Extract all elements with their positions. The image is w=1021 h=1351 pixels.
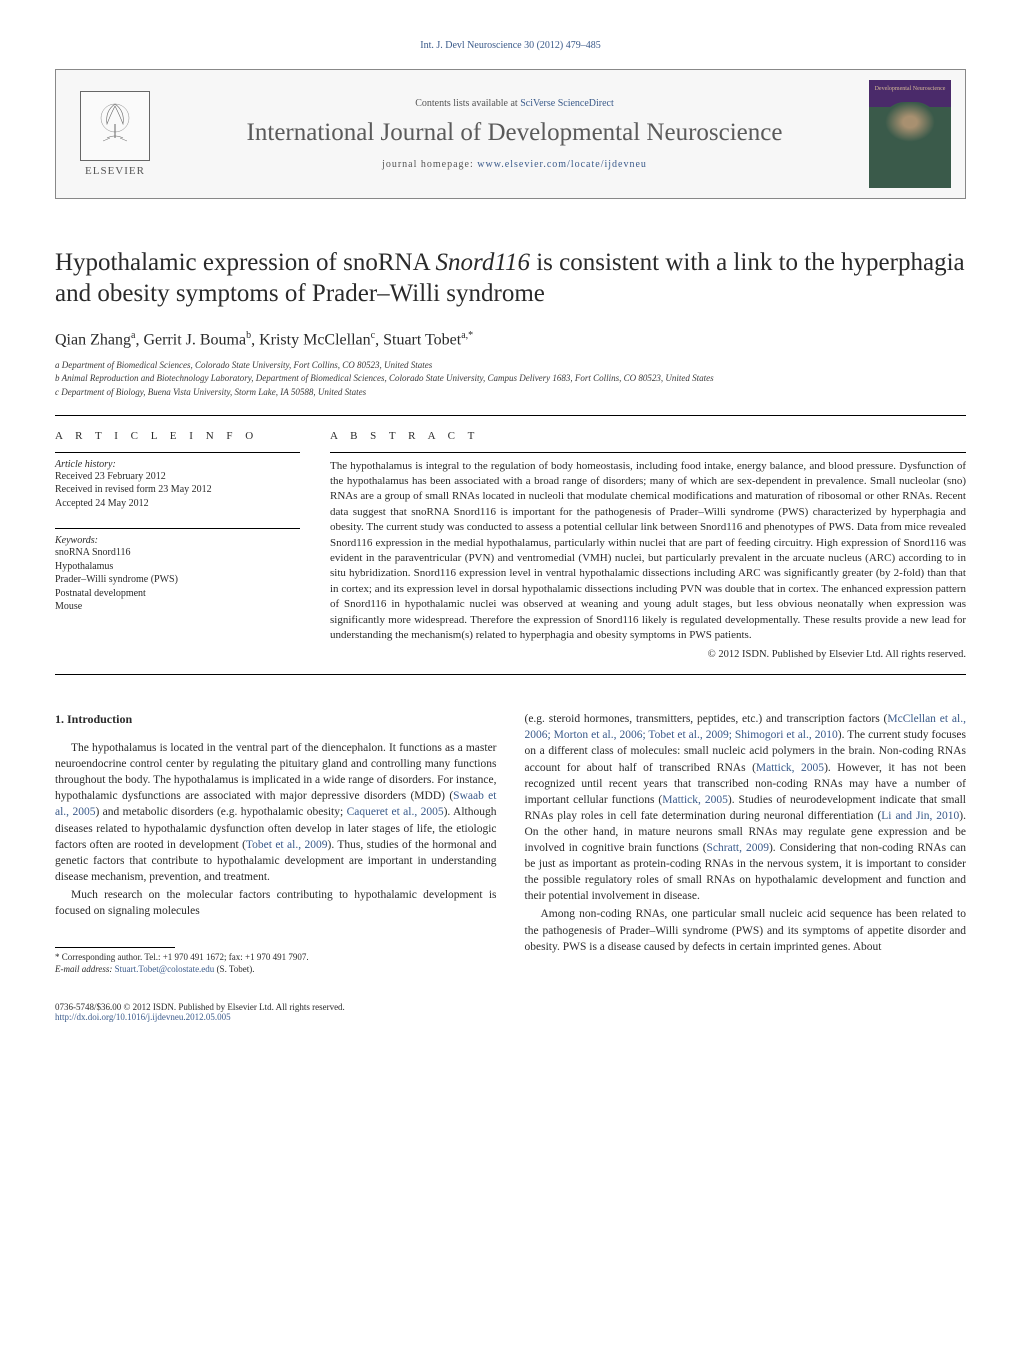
sciencedirect-link[interactable]: SciVerse ScienceDirect <box>520 98 614 109</box>
corresponding-email-line: E-mail address: Stuart.Tobet@colostate.e… <box>55 964 497 976</box>
journal-header-box: ELSEVIER Contents lists available at Sci… <box>55 69 966 199</box>
cover-title-text: Developmental Neuroscience <box>875 86 946 92</box>
affiliation-a: a Department of Biomedical Sciences, Col… <box>55 359 966 372</box>
journal-homepage-link[interactable]: www.elsevier.com/locate/ijdevneu <box>477 159 647 170</box>
footnote-divider <box>55 947 175 948</box>
journal-name: International Journal of Developmental N… <box>170 119 859 147</box>
author-4-affil: a,* <box>461 330 473 341</box>
cite-caqueret-2005[interactable]: Caqueret et al., 2005 <box>347 806 444 818</box>
intro-paragraph-1: The hypothalamus is located in the ventr… <box>55 740 497 885</box>
cite-li-jin-2010[interactable]: Li and Jin, 2010 <box>881 810 959 822</box>
received-date: Received 23 February 2012 <box>55 470 300 484</box>
article-history-label: Article history: <box>55 459 300 470</box>
abstract-copyright: © 2012 ISDN. Published by Elsevier Ltd. … <box>330 649 966 660</box>
cite-mattick-2005b[interactable]: Mattick, 2005 <box>662 794 728 806</box>
author-1: Qian Zhang <box>55 331 131 348</box>
author-3: Kristy McClellan <box>259 331 371 348</box>
divider-top <box>55 415 966 416</box>
keyword-3: Prader–Willi syndrome (PWS) <box>55 573 300 587</box>
article-info-heading: A R T I C L E I N F O <box>55 430 300 442</box>
info-subdivider-2 <box>55 528 300 529</box>
intro-paragraph-2: Much research on the molecular factors c… <box>55 887 497 919</box>
affiliations-block: a Department of Biomedical Sciences, Col… <box>55 359 966 399</box>
info-abstract-row: A R T I C L E I N F O Article history: R… <box>55 430 966 661</box>
corresponding-email-link[interactable]: Stuart.Tobet@colostate.edu <box>115 964 215 974</box>
journal-cover-thumbnail: Developmental Neuroscience <box>869 80 951 188</box>
header-citation: Int. J. Devl Neuroscience 30 (2012) 479–… <box>55 40 966 51</box>
homepage-prefix: journal homepage: <box>382 159 477 170</box>
journal-homepage-line: journal homepage: www.elsevier.com/locat… <box>170 159 859 170</box>
introduction-heading: 1. Introduction <box>55 711 497 728</box>
page-footer: 0736-5748/$36.00 © 2012 ISDN. Published … <box>55 1002 966 1022</box>
abstract-heading: A B S T R A C T <box>330 430 966 442</box>
corresponding-tel-fax: * Corresponding author. Tel.: +1 970 491… <box>55 952 497 964</box>
doi-link[interactable]: http://dx.doi.org/10.1016/j.ijdevneu.201… <box>55 1012 231 1022</box>
keyword-4: Postnatal development <box>55 587 300 601</box>
intro-paragraph-3: (e.g. steroid hormones, transmitters, pe… <box>525 711 967 904</box>
authors-line: Qian Zhanga, Gerrit J. Boumab, Kristy Mc… <box>55 330 966 349</box>
abstract-subdivider <box>330 452 966 453</box>
affiliation-c: c Department of Biology, Buena Vista Uni… <box>55 386 966 399</box>
divider-bottom <box>55 674 966 675</box>
contents-available-line: Contents lists available at SciVerse Sci… <box>170 98 859 109</box>
footer-left: 0736-5748/$36.00 © 2012 ISDN. Published … <box>55 1002 345 1022</box>
abstract-text: The hypothalamus is integral to the regu… <box>330 459 966 644</box>
cover-brain-icon <box>885 102 935 142</box>
article-title: Hypothalamic expression of snoRNA Snord1… <box>55 247 966 310</box>
body-column-right: (e.g. steroid hormones, transmitters, pe… <box>525 711 967 975</box>
p1-text-2: ) and metabolic disorders (e.g. hypothal… <box>95 806 346 818</box>
cite-tobet-2009[interactable]: Tobet et al., 2009 <box>246 839 328 851</box>
author-1-affil: a <box>131 330 135 341</box>
p3-text-1: (e.g. steroid hormones, transmitters, pe… <box>525 713 888 725</box>
abstract-column: A B S T R A C T The hypothalamus is inte… <box>330 430 966 661</box>
contents-prefix: Contents lists available at <box>415 98 520 109</box>
body-column-left: 1. Introduction The hypothalamus is loca… <box>55 711 497 975</box>
keywords-block: Keywords: snoRNA Snord116 Hypothalamus P… <box>55 528 300 614</box>
affiliation-b: b Animal Reproduction and Biotechnology … <box>55 372 966 385</box>
revised-date: Received in revised form 23 May 2012 <box>55 483 300 497</box>
author-4: Stuart Tobet <box>383 331 461 348</box>
cite-schratt-2009[interactable]: Schratt, 2009 <box>707 842 769 854</box>
author-3-affil: c <box>371 330 375 341</box>
body-two-column: 1. Introduction The hypothalamus is loca… <box>55 711 966 975</box>
keyword-2: Hypothalamus <box>55 560 300 574</box>
intro-paragraph-4: Among non-coding RNAs, one particular sm… <box>525 906 967 954</box>
author-2-affil: b <box>246 330 251 341</box>
header-center: Contents lists available at SciVerse Sci… <box>160 98 869 170</box>
article-title-block: Hypothalamic expression of snoRNA Snord1… <box>55 247 966 310</box>
article-info-column: A R T I C L E I N F O Article history: R… <box>55 430 300 661</box>
cite-mattick-2005a[interactable]: Mattick, 2005 <box>756 762 824 774</box>
keyword-1: snoRNA Snord116 <box>55 546 300 560</box>
email-suffix: (S. Tobet). <box>214 964 254 974</box>
corresponding-author-footnote: * Corresponding author. Tel.: +1 970 491… <box>55 952 497 975</box>
accepted-date: Accepted 24 May 2012 <box>55 497 300 511</box>
author-2: Gerrit J. Bouma <box>143 331 246 348</box>
info-subdivider-1 <box>55 452 300 453</box>
keyword-5: Mouse <box>55 600 300 614</box>
elsevier-tree-icon <box>80 91 150 161</box>
publisher-name: ELSEVIER <box>85 165 145 177</box>
publisher-logo: ELSEVIER <box>70 84 160 184</box>
issn-copyright-line: 0736-5748/$36.00 © 2012 ISDN. Published … <box>55 1002 345 1012</box>
email-label: E-mail address: <box>55 964 115 974</box>
p1-text-1: The hypothalamus is located in the ventr… <box>55 742 497 802</box>
keywords-label: Keywords: <box>55 535 300 546</box>
